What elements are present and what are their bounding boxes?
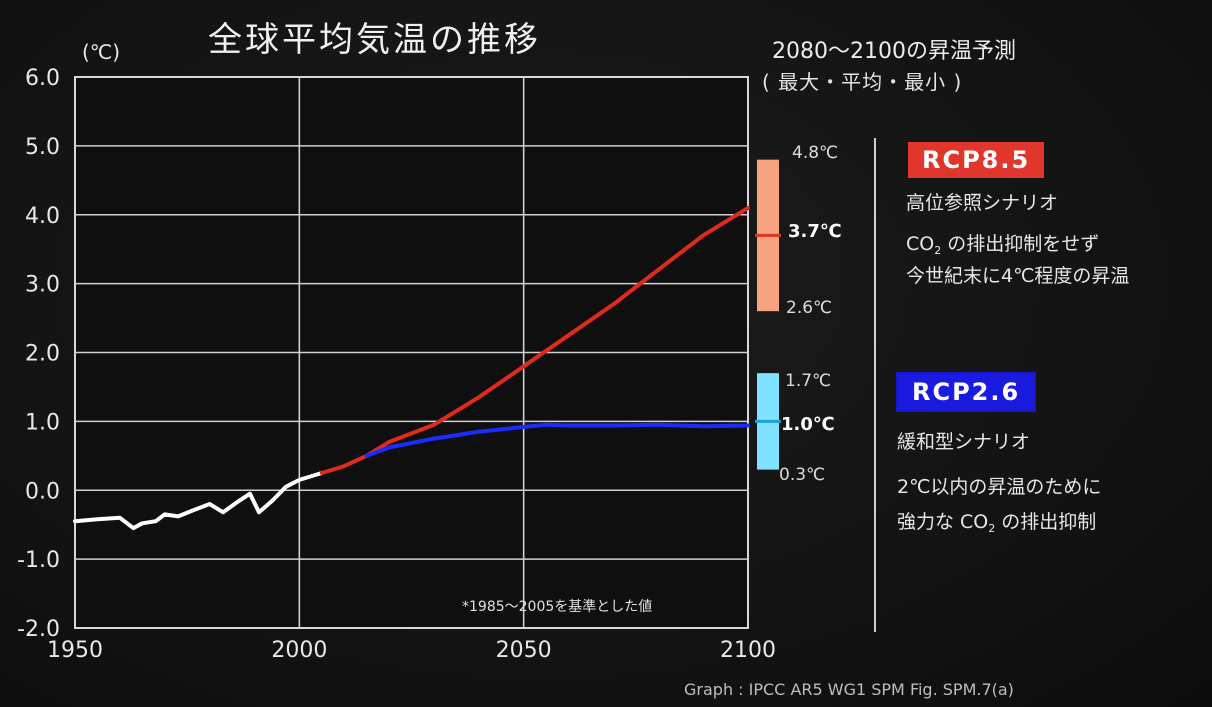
rcp26-mean-label: 1.0℃ xyxy=(781,414,835,435)
rcp26-desc-line2-suffix: の排出抑制 xyxy=(995,511,1097,533)
baseline-note: *1985～2005を基準とした値 xyxy=(462,599,653,615)
y-tick-label: 1.0 xyxy=(25,410,60,435)
y-tick-label: -1.0 xyxy=(17,548,60,573)
x-tick-label: 2050 xyxy=(496,638,552,663)
rcp85-desc-line2: 今世紀末に4℃程度の昇温 xyxy=(906,265,1130,287)
y-tick-label: -2.0 xyxy=(17,617,60,642)
rcp26-max-label: 1.7℃ xyxy=(785,371,832,391)
rcp85-desc-line1: CO2 の排出抑制をせず xyxy=(906,228,1099,267)
y-tick-label: 3.0 xyxy=(25,273,60,298)
rcp26-badge: RCP2.6 xyxy=(896,372,1037,412)
y-tick-label: 2.0 xyxy=(25,342,60,367)
source-credit: Graph : IPCC AR5 WG1 SPM Fig. SPM.7(a) xyxy=(684,680,1014,699)
rcp26-min-label: 0.3℃ xyxy=(779,465,826,485)
rcp85-badge: RCP8.5 xyxy=(908,142,1045,178)
rcp85-min-label: 2.6℃ xyxy=(786,298,833,318)
series-line-3 xyxy=(364,422,750,458)
projection-heading: 2080～2100の昇温予測 xyxy=(772,39,1016,64)
rcp26-desc-line2-prefix: 強力な CO xyxy=(897,511,989,533)
x-tick-label: 2100 xyxy=(720,638,776,663)
rcp85-desc-line1-suffix: の排出抑制をせず xyxy=(941,233,1100,255)
rcp85-mean-label: 3.7℃ xyxy=(788,221,842,242)
unit-label: (℃) xyxy=(82,40,121,64)
series-line-1 xyxy=(73,471,324,531)
rcp85-desc-line1-prefix: CO xyxy=(906,233,935,255)
series-line-2 xyxy=(319,205,750,475)
chart-title: 全球平均気温の推移 xyxy=(208,20,541,60)
y-tick-label: 4.0 xyxy=(25,204,60,229)
vertical-divider xyxy=(874,138,876,632)
x-tick-label: 1950 xyxy=(47,638,103,663)
y-tick-label: 6.0 xyxy=(25,66,60,91)
rcp85-desc-line1-subscript: 2 xyxy=(934,244,942,257)
y-tick-label: 0.0 xyxy=(25,479,60,504)
x-tick-label: 2000 xyxy=(271,638,327,663)
rcp26-desc-line2-subscript: 2 xyxy=(988,522,996,535)
rcp26-desc-line1: 2℃以内の昇温のために xyxy=(897,476,1102,498)
y-tick-label: 5.0 xyxy=(25,135,60,160)
rcp26-name: 緩和型シナリオ xyxy=(897,431,1031,453)
rcp26-desc-line2: 強力な CO2 の排出抑制 xyxy=(897,506,1096,545)
rcp85-max-label: 4.8℃ xyxy=(792,143,839,163)
rcp85-name: 高位参照シナリオ xyxy=(906,192,1059,214)
projection-subheading: ( 最大・平均・最小 ) xyxy=(762,70,963,94)
